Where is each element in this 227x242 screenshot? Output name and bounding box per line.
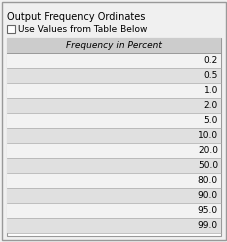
Bar [7, 203, 220, 218]
Text: Output Frequency Ordinates: Output Frequency Ordinates [7, 12, 145, 22]
Text: 80.0: 80.0 [197, 176, 217, 185]
Text: 95.0: 95.0 [197, 206, 217, 215]
Bar [7, 38, 220, 236]
Bar [7, 25, 15, 33]
Bar [7, 53, 220, 68]
Text: 10.0: 10.0 [197, 131, 217, 140]
Text: 0.5: 0.5 [203, 71, 217, 80]
Bar [7, 38, 220, 53]
Text: 99.0: 99.0 [197, 221, 217, 230]
Text: 90.0: 90.0 [197, 191, 217, 200]
Bar [7, 173, 220, 188]
Text: 0.2: 0.2 [203, 56, 217, 65]
Text: 20.0: 20.0 [197, 146, 217, 155]
Bar [7, 158, 220, 173]
Bar [7, 68, 220, 83]
Text: 5.0: 5.0 [203, 116, 217, 125]
Bar [7, 143, 220, 158]
Bar [7, 188, 220, 203]
Text: Frequency in Percent: Frequency in Percent [66, 41, 161, 50]
Text: 1.0: 1.0 [203, 86, 217, 95]
Bar [7, 128, 220, 143]
Text: 50.0: 50.0 [197, 161, 217, 170]
Bar [7, 98, 220, 113]
Text: Use Values from Table Below: Use Values from Table Below [18, 24, 147, 33]
Bar [7, 83, 220, 98]
Bar [7, 218, 220, 233]
Bar [7, 113, 220, 128]
Text: 2.0: 2.0 [203, 101, 217, 110]
